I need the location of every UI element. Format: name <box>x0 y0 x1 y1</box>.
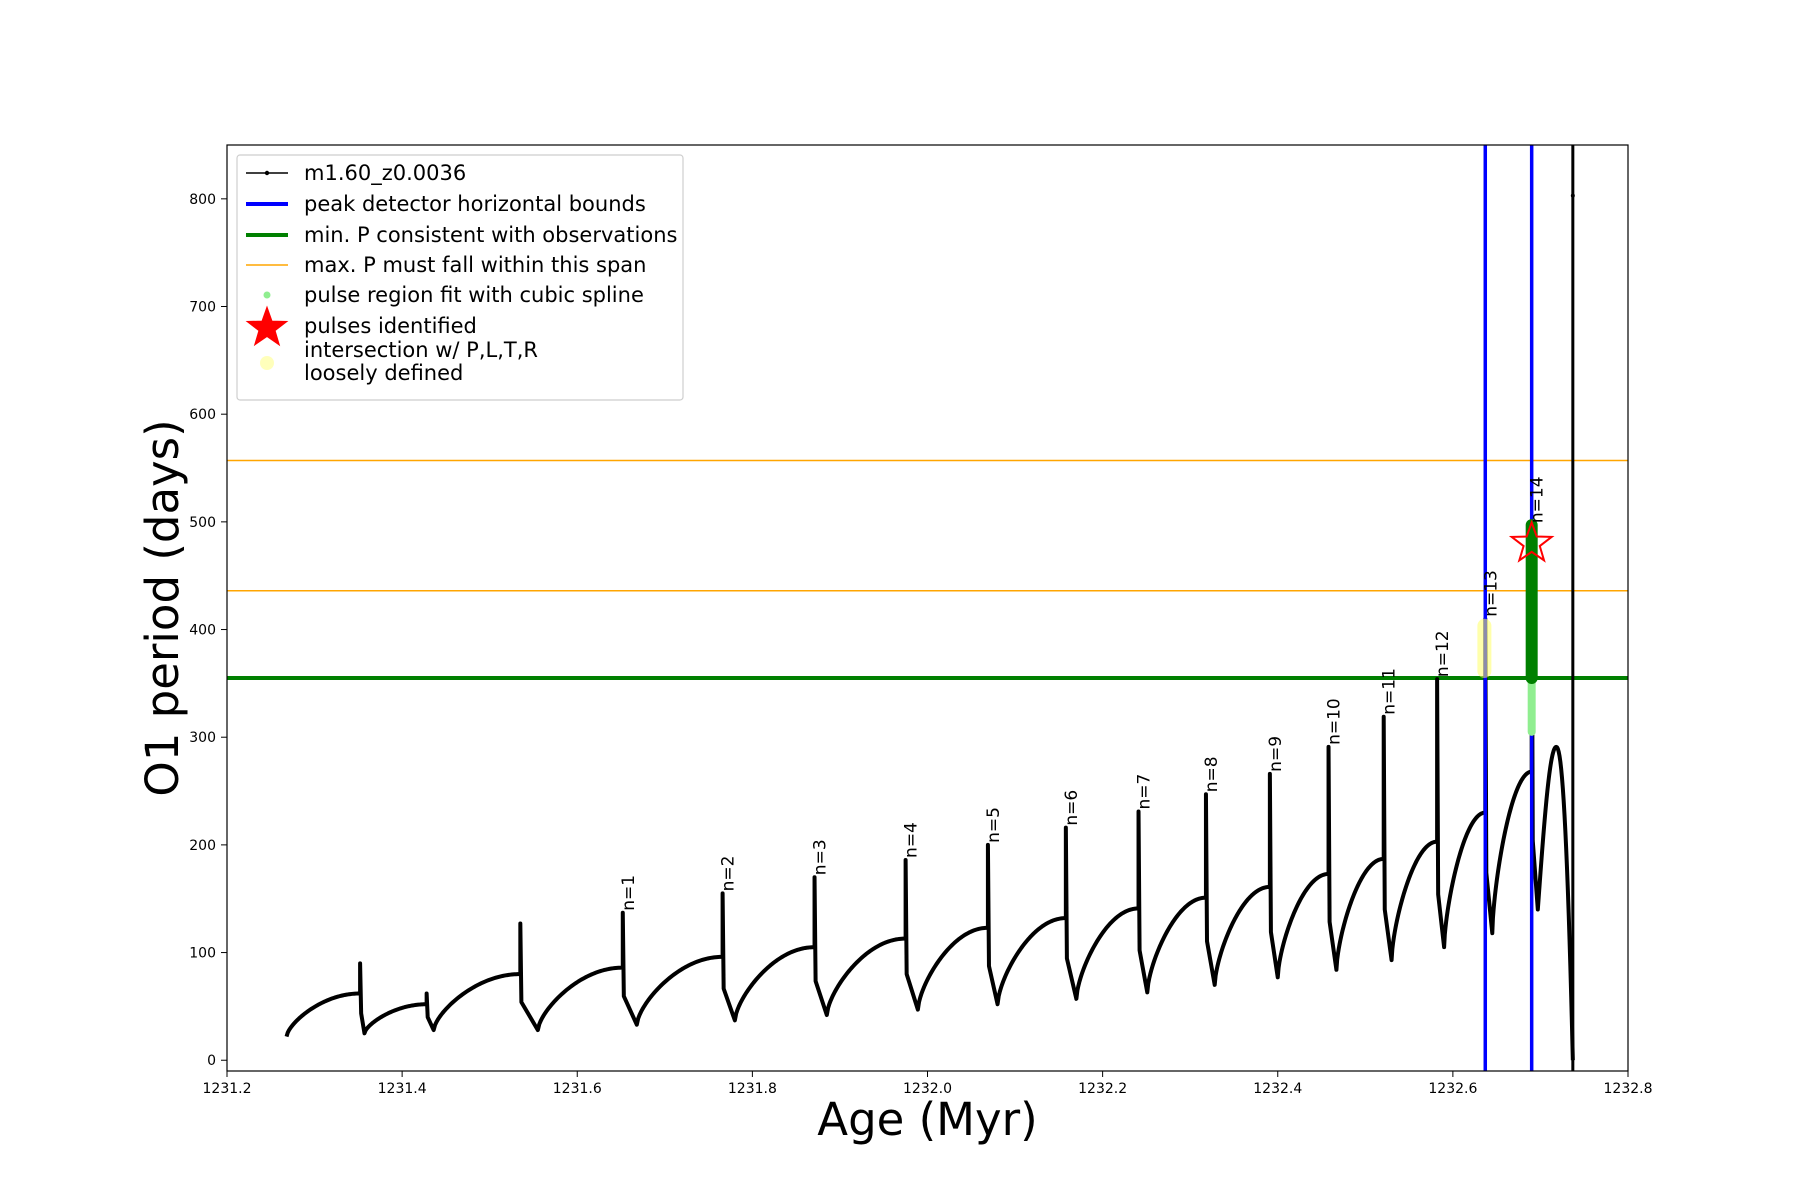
pulse-label: n=10 <box>1325 698 1345 745</box>
x-tick-label: 1232.0 <box>903 1081 952 1097</box>
legend-label: pulse region fit with cubic spline <box>304 283 644 307</box>
intersection-region <box>1477 618 1492 678</box>
pulse-label: n=1 <box>619 875 639 911</box>
pulse-label: n=7 <box>1135 774 1155 810</box>
legend-handle-dot <box>260 356 274 370</box>
pulse-star-marker <box>1508 519 1555 563</box>
pulse-label: n=3 <box>811 839 831 875</box>
legend-label: min. P consistent with observations <box>304 223 677 247</box>
y-tick-label: 800 <box>189 192 216 208</box>
pulse-label: n=14 <box>1528 476 1548 523</box>
y-tick-label: 600 <box>189 407 216 423</box>
x-tick-label: 1232.6 <box>1428 1081 1477 1097</box>
pulse-label: n=12 <box>1433 630 1453 677</box>
axes: 1231.2 1231.4 1231.6 1231.8 1232.0 1232.2 1232… <box>189 144 1653 1097</box>
pulse-label: n=11 <box>1380 668 1400 715</box>
y-tick-label: 500 <box>189 515 216 531</box>
x-tick-label: 1231.8 <box>728 1081 777 1097</box>
legend-handle-dot <box>263 291 271 299</box>
x-axis-title: Age (Myr) <box>817 1093 1037 1146</box>
legend-label: m1.60_z0.0036 <box>304 161 466 186</box>
x-tick-label: 1232.4 <box>1253 1081 1302 1097</box>
legend-label: pulses identified <box>304 314 477 338</box>
legend-handle-star <box>245 305 289 347</box>
legend-label: intersection w/ P,L,T,R <box>304 338 538 362</box>
pulse-label: n=9 <box>1266 736 1286 772</box>
legend-label: max. P must fall within this span <box>304 253 646 277</box>
y-tick-label: 700 <box>189 300 216 316</box>
legend-handle-marker <box>264 170 270 176</box>
x-tick-label: 1232.8 <box>1604 1081 1653 1097</box>
legend-label: peak detector horizontal bounds <box>304 192 646 216</box>
y-tick-label: 200 <box>189 838 216 854</box>
legend-label: loosely defined <box>304 361 463 385</box>
pulse-label: n=13 <box>1481 570 1501 617</box>
series-line <box>284 523 1575 1061</box>
y-tick-label: 0 <box>207 1053 216 1069</box>
y-tick-label: 100 <box>189 946 216 962</box>
plot-clip-group <box>227 145 1628 1071</box>
x-tick-label: 1231.2 <box>203 1081 252 1097</box>
x-tick-label: 1232.2 <box>1078 1081 1127 1097</box>
legend-box <box>236 154 684 401</box>
pulse-label: n=6 <box>1062 790 1082 826</box>
y-tick-label: 300 <box>189 730 216 746</box>
pulse-label: n=5 <box>984 807 1004 843</box>
x-tick-label: 1231.4 <box>378 1081 427 1097</box>
pulse-label: n=2 <box>719 855 739 891</box>
y-tick-label: 400 <box>189 623 216 639</box>
pulse-label: n=4 <box>902 822 922 858</box>
pulse-label: n=8 <box>1202 756 1222 792</box>
plot-area: n=1 n=2 n=3 n=4 n=5 n=6 n=7 n=8 n=9 n=10 n=11 n=12 n… <box>227 145 1628 1071</box>
y-axis-title: O1 period (days) <box>136 419 189 796</box>
x-tick-label: 1231.6 <box>553 1081 602 1097</box>
